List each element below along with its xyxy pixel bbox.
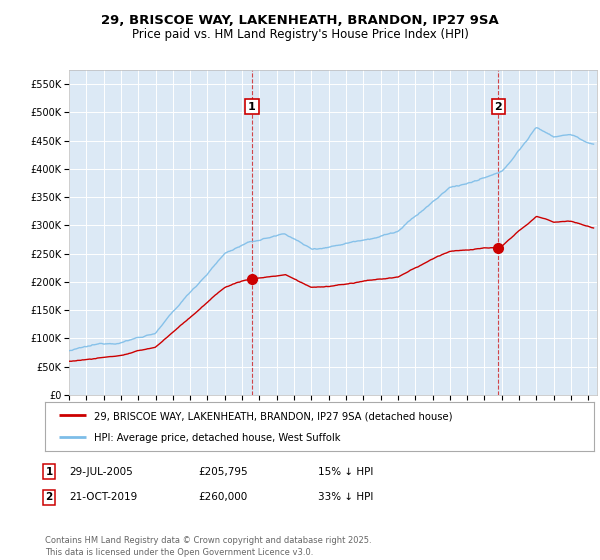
Text: 29, BRISCOE WAY, LAKENHEATH, BRANDON, IP27 9SA: 29, BRISCOE WAY, LAKENHEATH, BRANDON, IP… [101, 14, 499, 27]
Text: 33% ↓ HPI: 33% ↓ HPI [318, 492, 373, 502]
Text: HPI: Average price, detached house, West Suffolk: HPI: Average price, detached house, West… [94, 433, 341, 443]
Text: 1: 1 [46, 466, 53, 477]
Text: £205,795: £205,795 [198, 466, 248, 477]
Text: 15% ↓ HPI: 15% ↓ HPI [318, 466, 373, 477]
Text: 29, BRISCOE WAY, LAKENHEATH, BRANDON, IP27 9SA (detached house): 29, BRISCOE WAY, LAKENHEATH, BRANDON, IP… [94, 411, 453, 421]
Text: 1: 1 [248, 102, 256, 111]
Text: 2: 2 [494, 102, 502, 111]
Text: 21-OCT-2019: 21-OCT-2019 [69, 492, 137, 502]
Text: Contains HM Land Registry data © Crown copyright and database right 2025.
This d: Contains HM Land Registry data © Crown c… [45, 536, 371, 557]
Text: 29-JUL-2005: 29-JUL-2005 [69, 466, 133, 477]
Text: £260,000: £260,000 [198, 492, 247, 502]
Text: 2: 2 [46, 492, 53, 502]
Text: Price paid vs. HM Land Registry's House Price Index (HPI): Price paid vs. HM Land Registry's House … [131, 28, 469, 41]
